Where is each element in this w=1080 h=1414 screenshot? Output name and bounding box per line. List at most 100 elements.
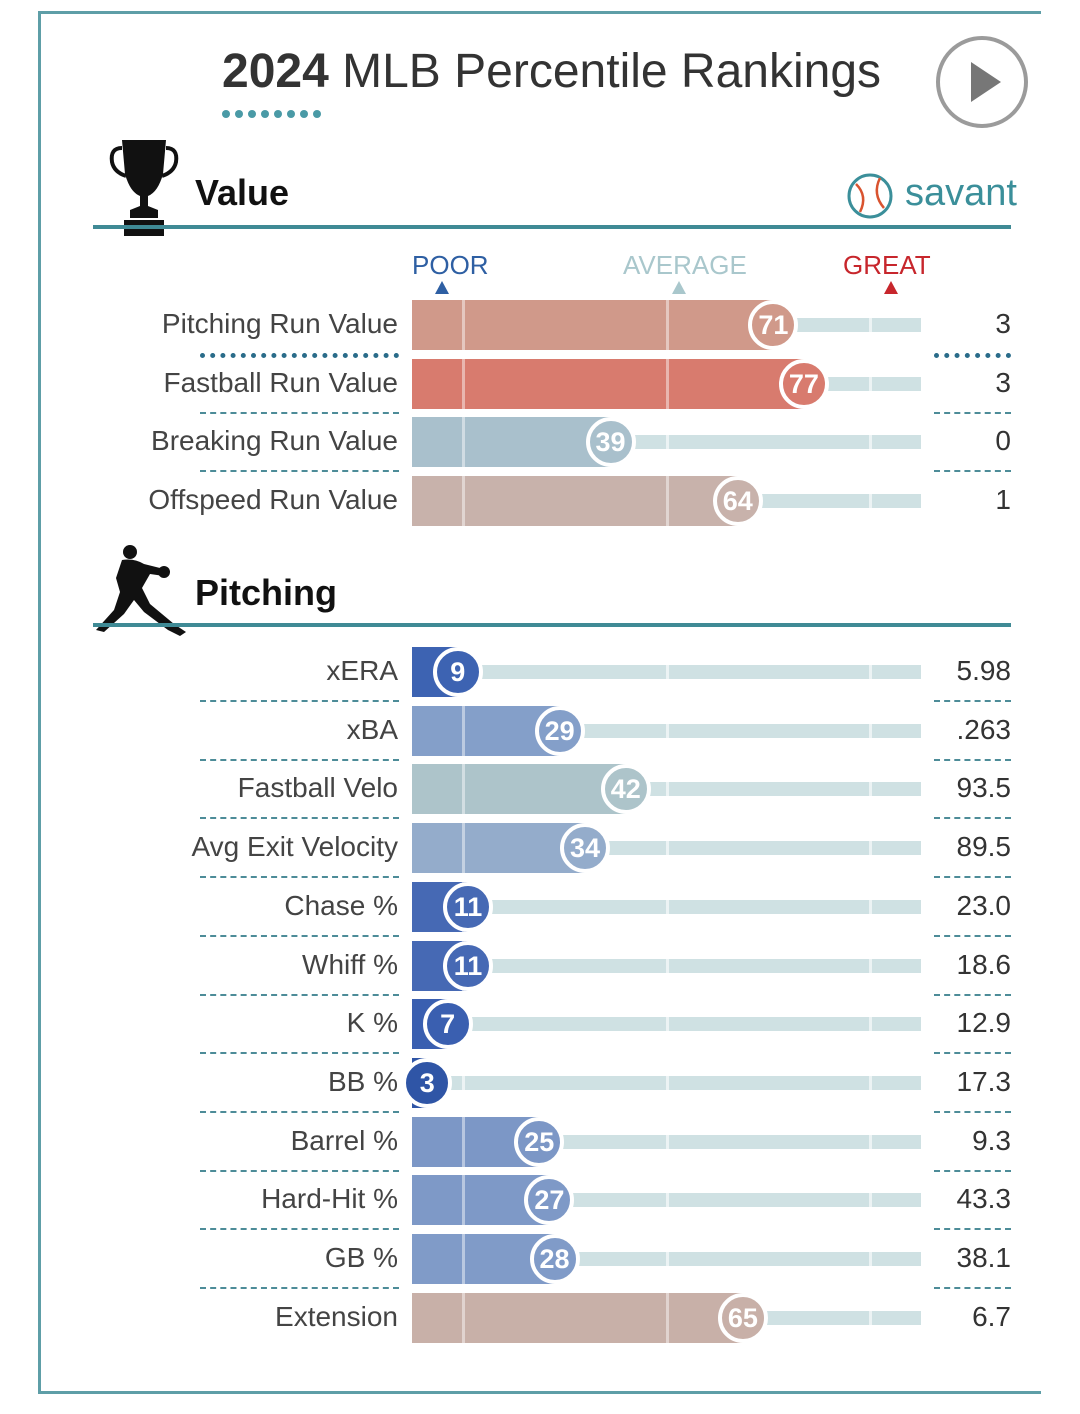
row-separator — [200, 1287, 399, 1289]
bar-tick — [461, 300, 465, 350]
track-tick — [869, 1075, 873, 1090]
track-tick — [461, 1075, 465, 1090]
row-label: K % — [346, 1007, 398, 1039]
row-track — [737, 494, 921, 509]
percentile-badge: 28 — [529, 1234, 580, 1284]
row-value: 17.3 — [956, 1065, 1012, 1097]
row-label: Whiff % — [302, 948, 398, 980]
row-separator — [934, 1110, 1011, 1113]
row-track — [447, 1017, 921, 1032]
row-separator — [200, 758, 399, 761]
section-rule-value — [93, 225, 1011, 229]
track-tick — [665, 958, 669, 973]
row-bar — [412, 417, 611, 468]
track-tick — [869, 318, 873, 332]
track-tick — [665, 1252, 669, 1266]
percentile-badge: 39 — [585, 417, 636, 468]
row-bar — [412, 823, 586, 874]
percentile-badge: 11 — [442, 940, 493, 991]
row-separator — [200, 470, 399, 473]
row-value: 38.1 — [956, 1242, 1012, 1273]
frame-top-border — [38, 11, 1041, 14]
play-button[interactable] — [936, 36, 1028, 128]
bar-tick — [665, 476, 669, 527]
track-tick — [665, 1075, 669, 1090]
row-separator — [200, 1228, 399, 1231]
row-label: Avg Exit Velocity — [191, 831, 398, 863]
track-tick — [869, 1310, 873, 1325]
track-tick — [869, 376, 873, 391]
legend-poor-marker — [435, 281, 449, 294]
row-value: 3 — [995, 366, 1011, 398]
row-label: xERA — [326, 655, 398, 686]
bar-tick — [461, 1292, 465, 1343]
track-tick — [665, 435, 669, 450]
page-title: 2024 MLB Percentile Rankings — [222, 44, 881, 99]
row-bar — [412, 476, 738, 527]
track-tick — [869, 1252, 873, 1266]
percentile-badge: 3 — [402, 1057, 453, 1108]
track-tick — [665, 723, 669, 738]
row-separator — [200, 1110, 399, 1113]
row-value: 6.7 — [972, 1300, 1011, 1332]
row-track — [427, 1075, 921, 1090]
baseball-logo-icon — [847, 173, 893, 219]
row-value: 89.5 — [956, 831, 1012, 863]
track-tick — [869, 1134, 873, 1149]
row-track — [559, 723, 921, 738]
row-label: Hard-Hit % — [261, 1183, 398, 1215]
section-rule-pitching — [93, 623, 1011, 627]
row-track — [585, 841, 921, 856]
row-bar — [412, 1292, 743, 1343]
section-title-pitching: Pitching — [195, 572, 337, 613]
track-tick — [869, 958, 873, 973]
frame-left-border — [38, 11, 41, 1394]
row-value: 23.0 — [956, 889, 1012, 921]
bar-tick — [461, 764, 465, 815]
savant-logo-text: savant — [905, 172, 1017, 214]
row-label: Chase % — [284, 889, 398, 921]
legend-poor: POOR — [412, 250, 489, 280]
legend-great: GREAT — [843, 250, 931, 280]
percentile-badge: 65 — [717, 1292, 768, 1343]
pitcher-silhouette-icon — [96, 545, 186, 636]
track-tick — [869, 899, 873, 914]
percentile-badge: 29 — [534, 705, 585, 756]
row-track — [625, 782, 921, 797]
row-track — [554, 1252, 921, 1266]
row-value: 18.6 — [956, 948, 1012, 980]
percentile-badge: 9 — [432, 647, 483, 697]
row-label: GB % — [324, 1242, 398, 1273]
track-tick — [869, 782, 873, 797]
bar-tick — [461, 417, 465, 468]
row-value: 93.5 — [956, 772, 1012, 804]
row-label: Fastball Velo — [237, 772, 398, 804]
row-separator — [934, 470, 1011, 473]
bar-tick — [461, 823, 465, 874]
row-value: 5.98 — [956, 655, 1012, 686]
legend-average: AVERAGE — [623, 250, 747, 280]
row-separator — [934, 993, 1011, 996]
bar-tick — [461, 1234, 465, 1284]
bar-tick — [665, 1292, 669, 1343]
row-label: Fastball Run Value — [163, 366, 399, 398]
row-separator — [934, 1052, 1011, 1055]
bar-tick — [461, 476, 465, 527]
row-value: 1 — [995, 484, 1011, 516]
row-separator — [934, 817, 1011, 820]
row-separator — [200, 1169, 399, 1172]
row-separator — [200, 934, 399, 937]
track-tick — [665, 841, 669, 856]
row-separator — [200, 411, 399, 414]
row-label: Extension — [275, 1300, 398, 1332]
title-underline-dots — [222, 110, 326, 118]
row-value: 43.3 — [956, 1183, 1012, 1215]
row-separator — [200, 993, 399, 996]
row-track — [803, 376, 921, 391]
row-bar — [412, 358, 804, 409]
percentile-badge: 27 — [524, 1175, 575, 1226]
track-tick — [665, 1134, 669, 1149]
percentile-badge: 34 — [560, 823, 611, 874]
row-separator — [934, 876, 1011, 879]
bar-tick — [461, 705, 465, 756]
